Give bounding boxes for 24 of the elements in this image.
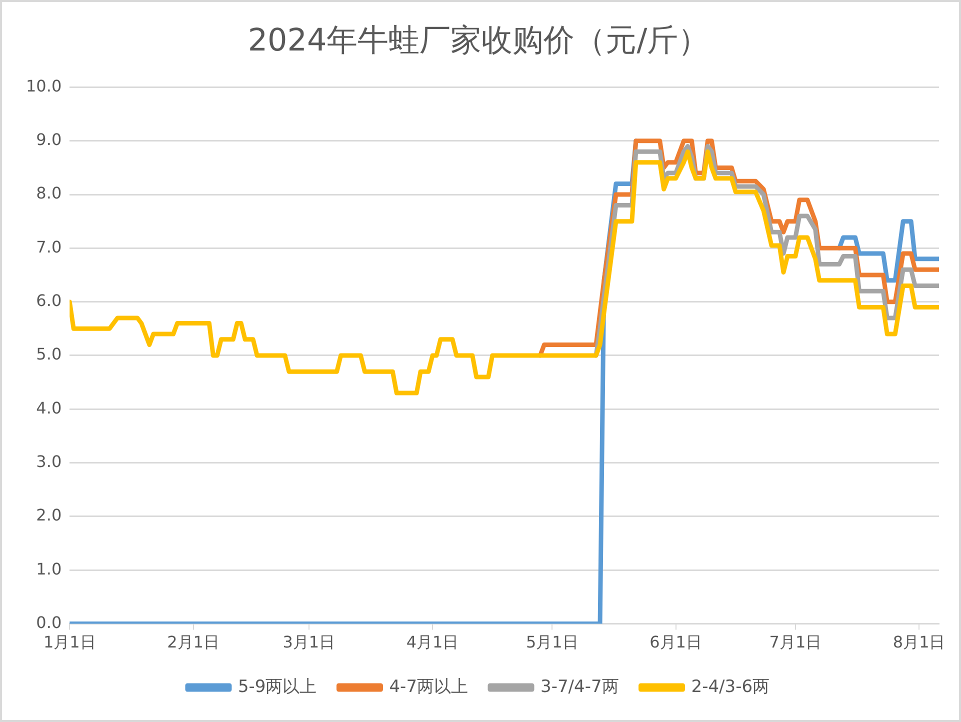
y-tick-label: 10.0 — [26, 76, 62, 96]
y-tick-label: 5.0 — [36, 344, 62, 364]
y-tick-label: 6.0 — [36, 290, 62, 310]
y-tick-label: 2.0 — [36, 506, 62, 525]
y-tick-label: 9.0 — [36, 130, 62, 150]
x-tick-label: 8月1日 — [892, 632, 946, 652]
y-tick-label: 7.0 — [36, 237, 62, 256]
legend-label: 4-7两以上 — [389, 676, 468, 697]
x-tick-label: 6月1日 — [650, 632, 702, 652]
x-tick-label: 3月1日 — [282, 632, 336, 652]
y-tick-label: 3.0 — [36, 452, 62, 471]
legend-label: 3-7/4-7两 — [540, 676, 619, 697]
y-tick-label: 0.0 — [36, 612, 62, 632]
x-tick-label: 7月1日 — [769, 632, 822, 652]
legend-label: 5-9两以上 — [238, 676, 317, 697]
y-tick-label: 4.0 — [36, 398, 62, 418]
x-tick-label: 2月1日 — [167, 632, 220, 652]
legend-label: 2-4/3-6两 — [691, 676, 770, 697]
y-tick-label: 8.0 — [36, 184, 62, 203]
chart-title: 2024年牛蛙厂家收购价（元/斤） — [248, 22, 710, 59]
x-tick-label: 5月1日 — [526, 632, 578, 652]
y-tick-label: 1.0 — [36, 559, 62, 578]
x-tick-label: 1月1日 — [43, 632, 96, 652]
x-tick-label: 4月1日 — [406, 632, 459, 652]
